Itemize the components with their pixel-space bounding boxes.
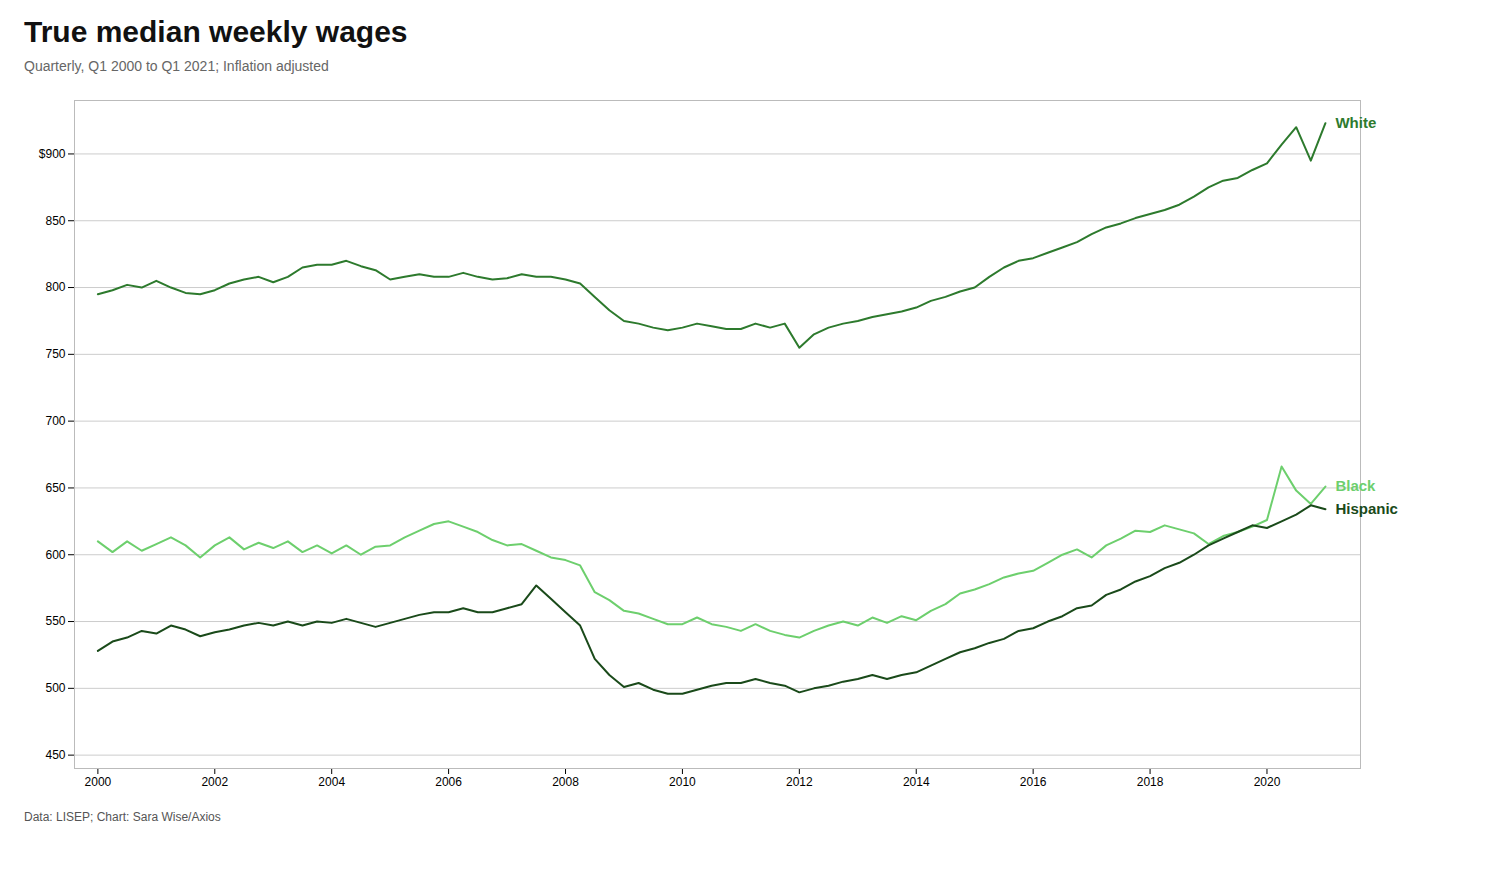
svg-text:850: 850 [45, 214, 65, 228]
html-text:Quarterly, Q1 2000 to Q1 2021;: Quarterly, Q1 2000 to Q1 2021; Inflation… [24, 58, 329, 74]
svg-text:$900: $900 [39, 147, 66, 161]
svg-text:500: 500 [45, 681, 65, 695]
svg-text:White: White [1335, 114, 1376, 131]
svg-text:2010: 2010 [669, 775, 696, 789]
svg-text:2016: 2016 [1020, 775, 1047, 789]
svg-text:550: 550 [45, 614, 65, 628]
html-text:True median weekly wages: True median weekly wages [24, 15, 408, 48]
html-text:Data: LISEP; Chart: Sara Wise/: Data: LISEP; Chart: Sara Wise/Axios [24, 810, 221, 824]
svg-text:2000: 2000 [85, 775, 112, 789]
svg-text:2018: 2018 [1137, 775, 1164, 789]
svg-text:450: 450 [45, 748, 65, 762]
svg-text:600: 600 [45, 548, 65, 562]
svg-text:700: 700 [45, 414, 65, 428]
svg-text:800: 800 [45, 280, 65, 294]
svg-text:2012: 2012 [786, 775, 813, 789]
svg-text:2008: 2008 [552, 775, 579, 789]
svg-text:Black: Black [1335, 477, 1376, 494]
svg-text:2004: 2004 [318, 775, 345, 789]
svg-text:2002: 2002 [201, 775, 228, 789]
svg-text:2020: 2020 [1254, 775, 1281, 789]
svg-text:Hispanic: Hispanic [1335, 500, 1398, 517]
svg-text:2006: 2006 [435, 775, 462, 789]
svg-text:650: 650 [45, 481, 65, 495]
svg-text:750: 750 [45, 347, 65, 361]
svg-text:2014: 2014 [903, 775, 930, 789]
